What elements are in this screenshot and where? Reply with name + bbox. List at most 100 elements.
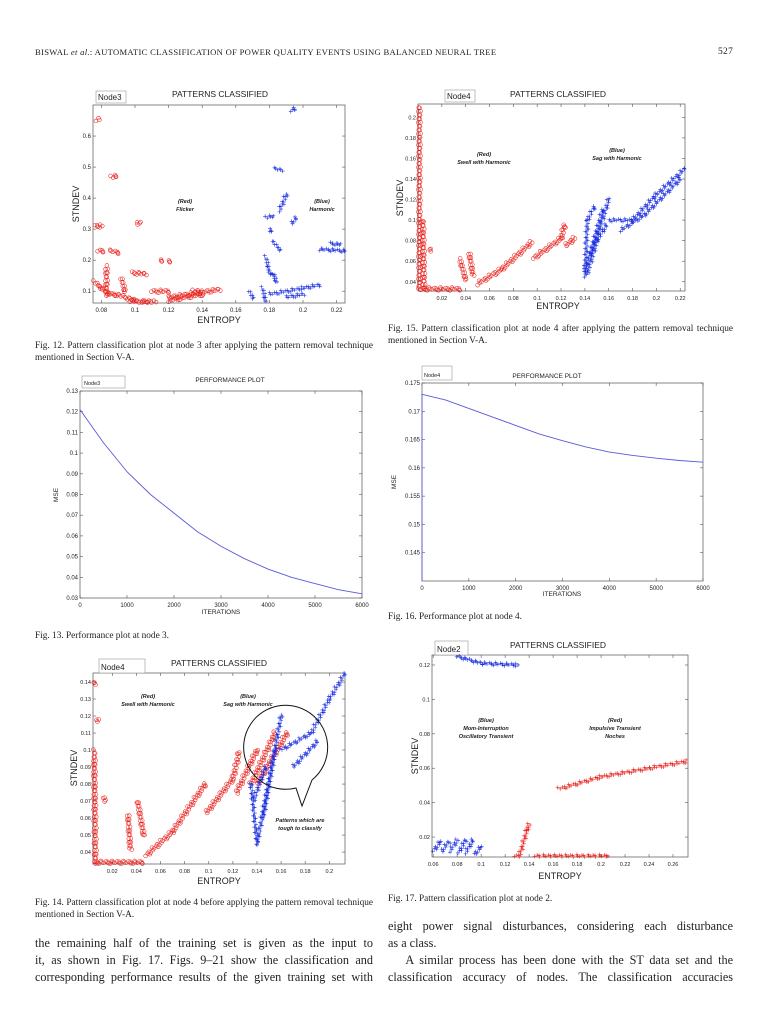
data-point: [453, 843, 458, 848]
data-point: [149, 845, 155, 850]
data-point: [172, 822, 178, 828]
data-point: [277, 166, 282, 171]
x-tick-label: 0.08: [96, 308, 108, 314]
caption-fig16: Fig. 16. Performance plot at node 4.: [388, 612, 523, 622]
data-point: [285, 745, 290, 750]
data-point: [533, 254, 538, 259]
node-label-box: [95, 90, 127, 104]
data-point: [274, 738, 279, 743]
node-label: Node4: [447, 92, 471, 101]
data-point: [313, 743, 318, 748]
data-point: [112, 860, 117, 865]
data-point: [314, 739, 319, 744]
data-point: [116, 291, 121, 297]
data-point: [192, 289, 198, 294]
y-tick-label: 0.14: [405, 177, 416, 183]
data-point: [647, 207, 652, 212]
data-point: [558, 786, 563, 791]
data-point: [253, 822, 258, 827]
x-tick-label: 0.16: [276, 869, 287, 875]
data-point: [250, 802, 255, 807]
data-point: [602, 221, 607, 226]
data-point: [594, 243, 599, 248]
data-point: [463, 276, 469, 281]
data-point: [333, 248, 338, 253]
data-point: [153, 299, 159, 305]
data-point: [658, 195, 663, 200]
data-point: [217, 790, 222, 795]
data-point: [203, 784, 208, 789]
y-tick-label: 0.07: [66, 513, 78, 519]
x-tick-label: 0.14: [252, 869, 263, 875]
data-point: [463, 851, 468, 856]
data-point: [647, 765, 652, 770]
data-point: [584, 235, 589, 240]
data-point: [262, 812, 267, 817]
data-point: [96, 717, 101, 722]
data-point: [277, 721, 282, 726]
data-point: [296, 761, 301, 766]
data-point: [110, 249, 115, 255]
data-point: [93, 281, 98, 286]
data-point: [190, 802, 196, 807]
data-point: [253, 830, 258, 835]
data-point: [207, 806, 212, 811]
data-point: [652, 196, 657, 201]
data-point: [552, 852, 557, 857]
data-point: [607, 217, 612, 222]
chart-annotation: Mom-Interruption: [463, 726, 509, 732]
data-point: [138, 219, 143, 225]
data-point: [264, 260, 269, 265]
data-point: [484, 662, 489, 667]
data-point: [279, 718, 284, 723]
y-tick-label: 0.1: [83, 289, 92, 295]
data-point: [306, 746, 311, 751]
data-point: [653, 194, 658, 199]
data-point: [341, 247, 346, 252]
data-point: [95, 719, 100, 724]
data-point: [155, 842, 160, 847]
data-point: [642, 204, 647, 209]
data-point: [527, 239, 533, 244]
node-label-box: [444, 89, 476, 103]
data-point: [261, 769, 266, 774]
data-point: [261, 815, 266, 820]
data-point: [209, 806, 214, 812]
data-point: [477, 280, 483, 286]
data-point: [592, 853, 597, 858]
data-point: [263, 799, 268, 804]
data-point: [588, 854, 593, 859]
data-point: [223, 789, 228, 794]
data-point: [475, 282, 480, 288]
data-point: [563, 786, 568, 791]
x-tick-label: 0.02: [107, 869, 118, 875]
data-point: [535, 853, 540, 858]
data-point: [638, 211, 643, 216]
data-point: [631, 767, 636, 772]
data-point: [636, 210, 641, 215]
data-point: [277, 291, 281, 296]
data-point: [280, 714, 285, 719]
node-label-box: [98, 658, 146, 674]
data-point: [465, 846, 470, 851]
data-point: [264, 299, 269, 304]
data-point: [243, 768, 249, 774]
y-tick-label: 0.12: [66, 410, 78, 416]
x-tick-label: 0.18: [264, 308, 276, 314]
data-point: [251, 295, 256, 300]
data-point: [676, 175, 681, 180]
data-point: [551, 241, 556, 246]
data-point: [622, 770, 627, 775]
series-line: [421, 393, 704, 581]
data-point: [439, 847, 444, 852]
data-point: [265, 264, 270, 269]
data-point: [91, 278, 96, 283]
data-point: [134, 220, 140, 225]
data-point: [537, 853, 542, 858]
data-point: [469, 842, 474, 847]
data-point: [300, 291, 305, 296]
data-point: [500, 264, 506, 270]
data-point: [294, 760, 299, 765]
data-point: [532, 854, 537, 859]
x-tick-label: 0.04: [460, 296, 471, 302]
